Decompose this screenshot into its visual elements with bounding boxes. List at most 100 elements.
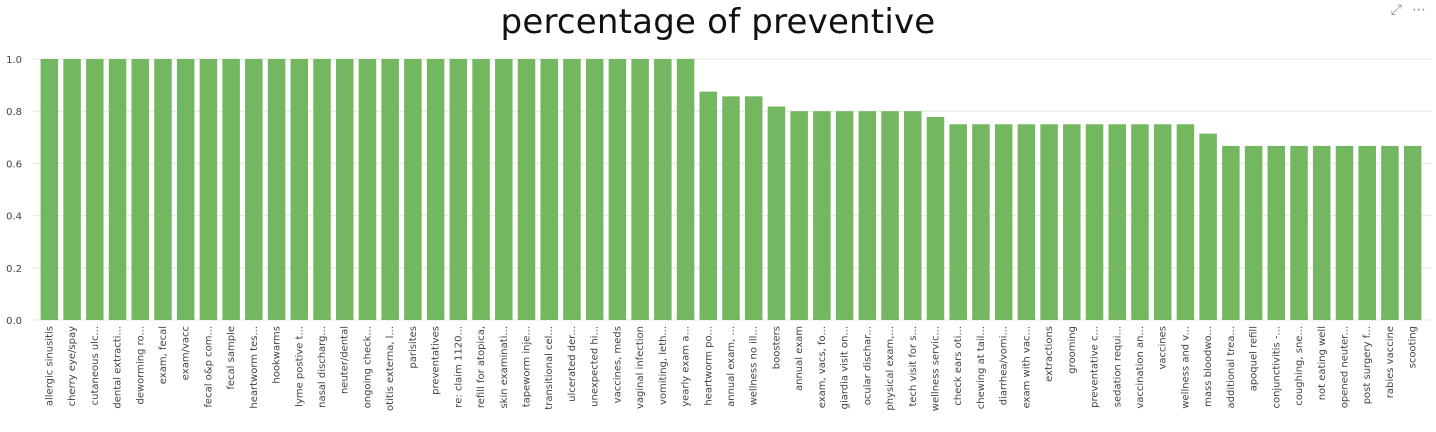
- x-category-label: lyme postive t...: [294, 326, 305, 407]
- bar[interactable]: [813, 111, 831, 320]
- bar[interactable]: [994, 124, 1013, 320]
- bar[interactable]: [86, 59, 104, 320]
- x-category-label: wellness no ill...: [749, 326, 760, 405]
- x-category-label: sedation requi...: [1112, 326, 1123, 407]
- x-category-label: ocular dischar...: [862, 326, 873, 405]
- x-category-label: deworming ro...: [135, 326, 146, 405]
- y-tick-label: 0.2: [6, 264, 22, 275]
- bar[interactable]: [63, 59, 81, 320]
- bar[interactable]: [1040, 124, 1058, 320]
- bar[interactable]: [1199, 133, 1217, 320]
- bar[interactable]: [131, 59, 150, 320]
- bar[interactable]: [1335, 145, 1354, 320]
- bar[interactable]: [858, 111, 877, 320]
- x-category-label: re: claim 1120...: [453, 326, 464, 408]
- bar[interactable]: [699, 91, 718, 321]
- x-category-label: scooting: [1408, 326, 1419, 368]
- more-options-icon[interactable]: ⋯: [1412, 2, 1426, 18]
- bar[interactable]: [540, 59, 558, 320]
- bar[interactable]: [585, 59, 604, 320]
- x-category-label: tech visit for s...: [908, 326, 919, 407]
- bar[interactable]: [563, 59, 581, 320]
- x-category-label: cutaneous ulc...: [90, 326, 101, 405]
- x-category-label: tapeworm inje...: [522, 326, 533, 407]
- bar[interactable]: [1131, 124, 1149, 320]
- bar[interactable]: [1313, 145, 1331, 320]
- x-category-label: fecal sample: [226, 326, 237, 390]
- bar[interactable]: [1358, 145, 1376, 320]
- bar[interactable]: [267, 59, 286, 320]
- bar[interactable]: [313, 59, 331, 320]
- x-category-label: ulcerated der...: [567, 326, 578, 402]
- bar[interactable]: [631, 59, 649, 320]
- bar[interactable]: [835, 111, 854, 320]
- bar[interactable]: [222, 59, 240, 320]
- bar[interactable]: [1381, 145, 1399, 320]
- bar[interactable]: [290, 59, 309, 320]
- bar[interactable]: [744, 96, 763, 320]
- bar[interactable]: [1244, 145, 1263, 320]
- bar[interactable]: [767, 106, 786, 321]
- x-category-label: conjunctivitis -...: [1271, 326, 1282, 409]
- x-category-label: exam, vacs, fo...: [817, 326, 828, 408]
- bar[interactable]: [381, 59, 399, 320]
- y-tick-label: 0.0: [6, 316, 22, 327]
- x-category-label: additional trea...: [1226, 326, 1237, 408]
- x-category-label: neuter/dental: [340, 326, 351, 394]
- y-tick-label: 0.8: [6, 107, 22, 118]
- y-tick-label: 0.4: [6, 212, 22, 223]
- bar[interactable]: [1176, 124, 1195, 320]
- y-tick-label: 0.6: [6, 159, 22, 170]
- x-category-label: vaginal infection: [635, 326, 646, 409]
- bar[interactable]: [404, 59, 422, 320]
- bar[interactable]: [972, 124, 990, 320]
- bar[interactable]: [676, 59, 695, 320]
- bar[interactable]: [1108, 124, 1127, 320]
- bar[interactable]: [472, 59, 490, 320]
- x-category-label: ongoing check...: [362, 326, 373, 408]
- x-category-label: not eating well: [1317, 326, 1328, 400]
- x-category-label: annual exam, ...: [726, 326, 737, 407]
- bar[interactable]: [176, 59, 195, 320]
- y-tick-label: 1.0: [6, 55, 22, 66]
- bar[interactable]: [1290, 145, 1308, 320]
- x-category-label: heartworm tes...: [249, 326, 260, 409]
- x-category-label: allergic sinusitis: [44, 326, 55, 406]
- x-category-label: heartworm po...: [703, 326, 714, 406]
- bar[interactable]: [245, 59, 263, 320]
- bar[interactable]: [108, 59, 127, 320]
- bar[interactable]: [1063, 124, 1081, 320]
- bar[interactable]: [722, 96, 740, 320]
- bar[interactable]: [1017, 124, 1036, 320]
- x-category-label: preventative c...: [1090, 326, 1101, 408]
- bar[interactable]: [926, 116, 945, 320]
- bar[interactable]: [154, 59, 172, 320]
- bar[interactable]: [199, 59, 218, 320]
- bar[interactable]: [654, 59, 672, 320]
- bar[interactable]: [881, 111, 899, 320]
- bar[interactable]: [495, 59, 513, 320]
- bar[interactable]: [1403, 145, 1422, 320]
- bar[interactable]: [426, 59, 445, 320]
- x-category-label: grooming: [1067, 326, 1078, 374]
- x-category-label: otitis externa, l...: [385, 326, 396, 411]
- x-category-label: refill for atopica,: [476, 326, 487, 408]
- bar[interactable]: [1153, 124, 1172, 320]
- x-category-label: exam with vac...: [1021, 326, 1032, 408]
- bar[interactable]: [449, 59, 468, 320]
- chart-title: percentage of preventive: [500, 2, 936, 42]
- bar[interactable]: [517, 59, 536, 320]
- bar[interactable]: [608, 59, 627, 320]
- bar[interactable]: [335, 59, 354, 320]
- bar[interactable]: [358, 59, 377, 320]
- expand-icon[interactable]: ⤢: [1390, 2, 1402, 18]
- bar[interactable]: [1222, 145, 1240, 320]
- bar[interactable]: [904, 111, 922, 320]
- x-category-label: transitional cel...: [544, 326, 555, 410]
- bar[interactable]: [790, 111, 808, 320]
- bar[interactable]: [40, 59, 59, 320]
- bar[interactable]: [1267, 145, 1286, 320]
- bar[interactable]: [1085, 124, 1104, 320]
- bar[interactable]: [949, 124, 967, 320]
